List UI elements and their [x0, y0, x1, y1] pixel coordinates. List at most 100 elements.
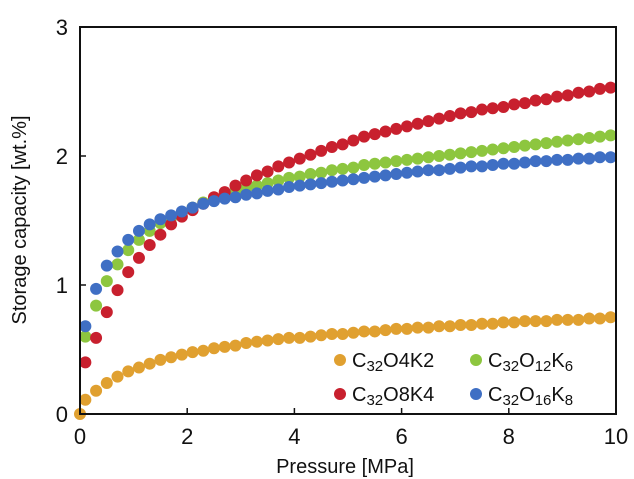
data-point	[583, 312, 596, 325]
data-point	[540, 137, 553, 150]
series-C32O4K2	[74, 311, 617, 420]
data-point	[304, 330, 317, 343]
data-point	[208, 195, 220, 208]
data-point	[304, 168, 317, 181]
data-point	[143, 218, 156, 231]
data-point	[379, 169, 392, 182]
data-point	[540, 93, 553, 106]
plot-frame	[79, 26, 617, 415]
data-point	[336, 162, 349, 175]
legend: C32O4K2 C32O12K6 C32O8K4 C32O16K8	[334, 350, 573, 409]
data-point	[561, 89, 574, 102]
data-point	[497, 100, 510, 113]
data-point	[529, 138, 542, 151]
data-point	[593, 312, 606, 325]
data-point	[186, 201, 199, 214]
x-tick-label: 0	[74, 424, 86, 449]
data-point	[529, 315, 542, 328]
data-point	[390, 322, 403, 335]
data-point	[486, 102, 499, 115]
data-point	[240, 188, 253, 201]
y-axis-title: Storage capacity [wt.%]	[9, 116, 31, 325]
data-point	[454, 107, 467, 120]
data-point	[358, 130, 371, 143]
data-point	[368, 157, 381, 170]
data-point	[497, 142, 510, 155]
data-point	[476, 160, 488, 173]
data-point	[540, 315, 553, 328]
y-axis-ticks: 0 1 2 3	[56, 15, 86, 427]
data-point	[218, 340, 231, 353]
data-point	[411, 321, 424, 334]
series-C32O8K4	[79, 81, 617, 369]
data-point	[593, 151, 606, 164]
data-point	[304, 148, 317, 161]
data-point	[443, 148, 456, 161]
data-point	[368, 128, 381, 141]
legend-label: C32O16K8	[488, 384, 573, 409]
data-point	[336, 138, 349, 151]
data-point	[175, 348, 188, 361]
x-tick-label: 6	[395, 424, 407, 449]
data-point	[433, 112, 446, 125]
data-point	[250, 169, 263, 182]
data-point	[261, 184, 274, 197]
data-point	[411, 152, 424, 165]
data-point	[79, 320, 92, 333]
legend-marker	[334, 388, 346, 400]
data-point	[551, 153, 564, 166]
data-point	[433, 320, 446, 333]
data-point	[122, 365, 135, 378]
data-point	[165, 351, 178, 364]
data-point	[583, 131, 596, 144]
data-point	[583, 85, 596, 98]
data-point	[379, 324, 392, 337]
data-point	[90, 299, 103, 312]
data-point	[561, 153, 574, 166]
data-point	[368, 325, 381, 338]
data-point	[390, 122, 403, 135]
data-point	[143, 239, 156, 252]
data-point	[132, 224, 145, 237]
data-point	[100, 275, 113, 288]
data-point	[261, 165, 274, 178]
data-point	[197, 197, 210, 210]
data-point	[593, 82, 606, 95]
legend-item: C32O8K4	[334, 384, 434, 409]
data-point	[604, 129, 617, 142]
data-point	[218, 192, 231, 205]
y-tick-label: 3	[56, 15, 68, 40]
y-tick-label: 0	[56, 402, 68, 427]
data-point	[572, 86, 585, 99]
data-point	[240, 337, 253, 350]
data-point	[497, 316, 510, 329]
data-point	[315, 144, 328, 157]
data-point	[261, 334, 274, 347]
data-point	[422, 115, 435, 128]
data-point	[476, 103, 488, 116]
data-point	[400, 322, 413, 335]
data-point	[272, 174, 285, 187]
data-point	[336, 328, 349, 341]
legend-label: C32O4K2	[352, 350, 434, 375]
data-point	[422, 164, 435, 177]
data-point	[400, 120, 413, 133]
data-point	[175, 205, 188, 218]
data-point	[111, 284, 124, 297]
data-point	[454, 318, 467, 331]
data-point	[122, 233, 135, 246]
data-point	[433, 150, 446, 162]
data-point	[400, 166, 413, 179]
data-point	[390, 155, 403, 168]
data-point	[272, 183, 285, 196]
data-point	[486, 143, 499, 156]
data-point	[518, 139, 531, 152]
data-point	[358, 171, 371, 184]
data-point	[443, 320, 456, 333]
data-point	[508, 316, 521, 329]
data-point	[111, 245, 124, 258]
data-point	[422, 151, 435, 164]
data-point	[79, 393, 92, 406]
data-point	[250, 187, 263, 200]
